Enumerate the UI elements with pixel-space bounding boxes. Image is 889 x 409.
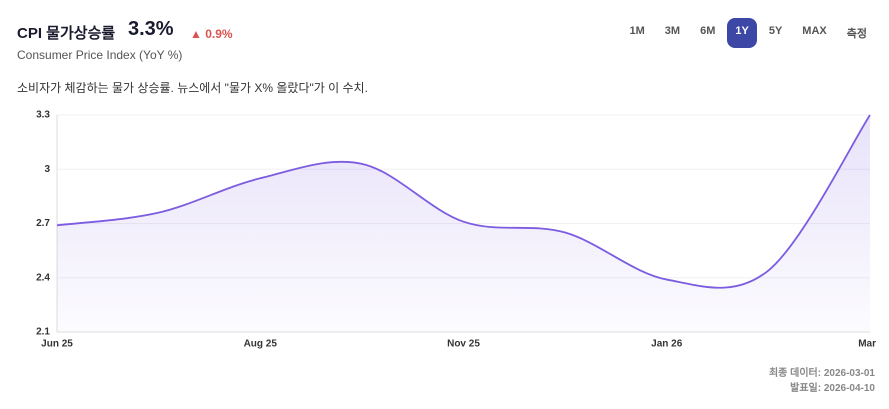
range-button[interactable]: MAX — [802, 25, 827, 37]
x-tick-label: Jun 25 — [41, 339, 73, 350]
y-tick-label: 3 — [44, 164, 50, 175]
y-tick-label: 2.7 — [36, 218, 50, 229]
change: ▲ 0.9% — [190, 27, 233, 41]
release-date: 발표일: 2026-04-10 — [790, 383, 875, 394]
y-tick-label: 3.3 — [36, 110, 50, 121]
x-tick-label: Nov 25 — [447, 339, 480, 350]
description: 소비자가 체감하는 물가 상승률. 뉴스에서 "물가 X% 올랐다"가 이 수치… — [17, 81, 368, 95]
range-button[interactable]: 6M — [700, 25, 716, 37]
range-button[interactable]: 3M — [664, 25, 681, 37]
line — [56, 114, 871, 289]
range-button[interactable]: 측정 — [846, 28, 867, 40]
subtitle: Consumer Price Index (YoY %) — [17, 48, 183, 62]
chart: 2.1 2.4 2.7 3 3.3 Jun 25 Aug 25 Nov 25 Jan 26 Mar — [36, 110, 876, 350]
title: CPI 물가상승률 — [17, 25, 116, 42]
area-fill — [57, 115, 870, 332]
range-button[interactable]: 1Y — [727, 18, 757, 48]
x-tick-label: Mar — [858, 339, 876, 350]
current-value: 3.3% — [128, 18, 174, 40]
last-data-date: 최종 데이터: 2026-03-01 — [768, 368, 875, 379]
x-tick-label: Aug 25 — [244, 339, 278, 350]
y-tick-label: 2.4 — [36, 272, 50, 283]
range-button[interactable]: 1M — [629, 25, 645, 37]
x-tick-label: Jan 26 — [651, 339, 683, 350]
range-selector: 1M 3M 6M 1Y 5Y MAX 측정 — [622, 18, 875, 48]
y-tick-label: 2.1 — [36, 327, 50, 338]
range-button[interactable]: 5Y — [768, 25, 783, 37]
